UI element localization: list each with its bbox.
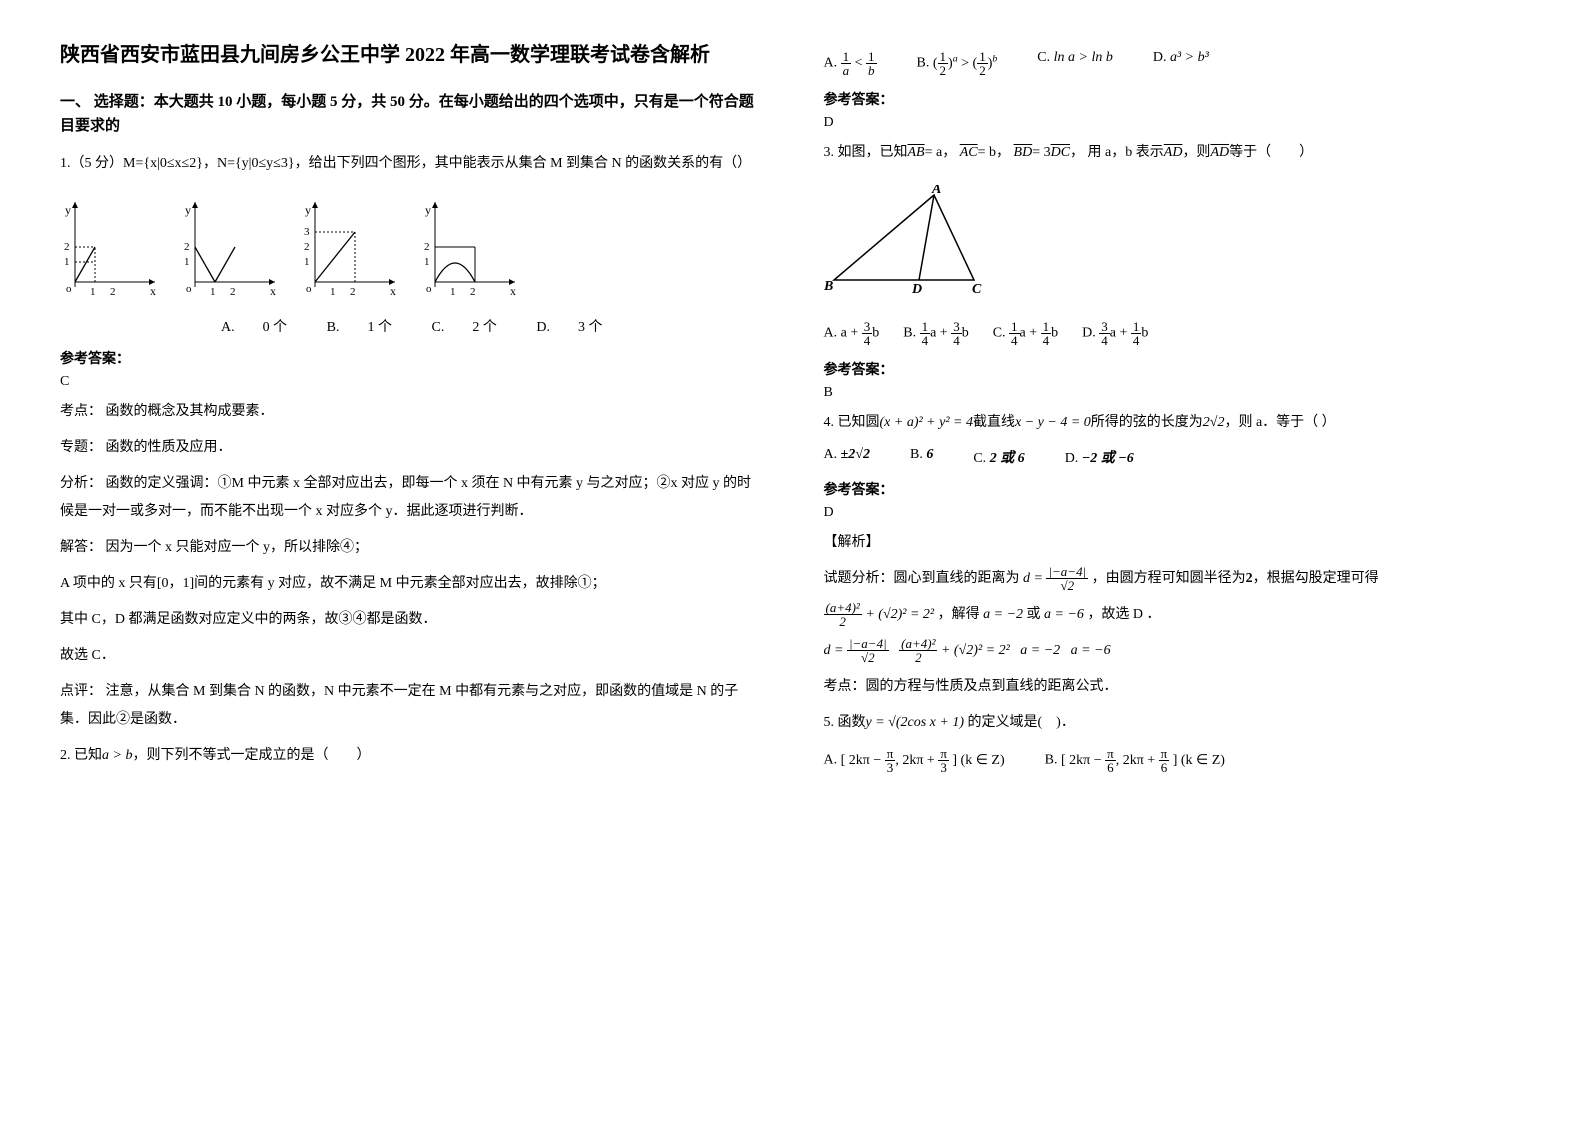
svg-text:y: y (65, 203, 71, 217)
q3-stem: 3. 如图，已知AB= a， AC= b， BD= 3DC， 用 a，b 表示A… (824, 139, 1528, 167)
q1-dianping: 点评： 注意，从集合 M 到集合 N 的函数，N 中元素不一定在 M 中都有元素… (60, 678, 764, 734)
q1-graph-2: y x 1 2 1 2 o (180, 192, 280, 302)
q1-answer-label: 参考答案： (60, 348, 764, 368)
q1-graph-3: y x 1 2 3 1 2 o (300, 192, 400, 302)
q3-answer-label: 参考答案： (824, 359, 1528, 379)
q1-opt-c: C. 2 个 (432, 320, 497, 335)
svg-text:x: x (390, 284, 396, 298)
q3-answer: B (824, 385, 1528, 401)
q1-fenxi: 分析： 函数的定义强调：①M 中元素 x 全部对应出去，即每一个 x 须在 N … (60, 470, 764, 526)
q5-stem: 5. 函数y = √(2cos x + 1) 的定义域是( )． (824, 709, 1528, 737)
svg-text:2: 2 (470, 286, 476, 298)
q1-stem: 1.（5 分）M={x|0≤x≤2}，N={y|0≤y≤3}，给出下列四个图形，… (60, 150, 764, 178)
svg-text:2: 2 (424, 241, 430, 253)
q2-opt-a: A. 1a < 1b (824, 50, 877, 77)
svg-text:1: 1 (90, 286, 96, 298)
svg-text:y: y (185, 203, 191, 217)
svg-text:x: x (270, 284, 276, 298)
q5-opt-a: A. [ 2kπ − π3, 2kπ + π3 ] (k ∈ Z) (824, 747, 1005, 774)
q2-answer-label: 参考答案： (824, 89, 1528, 109)
q4-answer-label: 参考答案： (824, 479, 1528, 499)
q4-eq2: d = |−a−4|√2 (a+4)²2 + (√2)² = 2² a = −2… (824, 637, 1528, 665)
svg-text:1: 1 (424, 256, 430, 268)
q3-opt-a: A. a + 34b (824, 320, 880, 347)
svg-text:C: C (972, 282, 982, 295)
q1-jieda-2: A 项中的 x 只有[0，1]间的元素有 y 对应，故不满足 M 中元素全部对应… (60, 570, 764, 598)
q3-opt-c: C. 14a + 14b (993, 320, 1058, 347)
q4-fenxi: 试题分析：圆心到直线的距离为 d = |−a−4|√2 ，由圆方程可知圆半径为2… (824, 565, 1528, 593)
svg-text:1: 1 (330, 286, 336, 298)
q1-opt-d: D. 3 个 (536, 320, 602, 335)
q3-options: A. a + 34b B. 14a + 34b C. 14a + 14b D. … (824, 320, 1528, 347)
svg-text:o: o (66, 283, 72, 295)
svg-text:o: o (306, 283, 312, 295)
svg-text:o: o (426, 283, 432, 295)
svg-text:2: 2 (304, 241, 310, 253)
svg-text:2: 2 (64, 241, 70, 253)
svg-text:x: x (150, 284, 156, 298)
q1-options: A. 0 个 B. 1 个 C. 2 个 D. 3 个 (60, 316, 764, 336)
svg-text:1: 1 (450, 286, 456, 298)
svg-text:1: 1 (64, 256, 70, 268)
svg-text:x: x (510, 284, 516, 298)
svg-text:A: A (931, 185, 941, 197)
q1-opt-a: A. 0 个 (221, 320, 287, 335)
q1-jieda-1: 解答： 因为一个 x 只能对应一个 y，所以排除④； (60, 534, 764, 562)
q2-opt-d: D. a³ > b³ (1153, 50, 1209, 77)
q1-zhuanti: 专题： 函数的性质及应用． (60, 434, 764, 462)
svg-text:1: 1 (184, 256, 190, 268)
q4-opt-c: C. 2 或 6 (973, 447, 1024, 467)
q2-opt-c: C. ln a > ln b (1037, 50, 1113, 77)
q1-kaodian: 考点： 函数的概念及其构成要素． (60, 398, 764, 426)
q1-graph-4: y x 1 2 1 2 o (420, 192, 520, 302)
svg-text:D: D (911, 282, 922, 295)
exam-title: 陕西省西安市蓝田县九间房乡公王中学 2022 年高一数学理联考试卷含解析 (60, 40, 764, 70)
q4-opt-d: D. −2 或 −6 (1065, 447, 1134, 467)
q1-opt-b: B. 1 个 (327, 320, 392, 335)
svg-text:1: 1 (210, 286, 216, 298)
svg-text:3: 3 (304, 226, 310, 238)
q2-answer: D (824, 115, 1528, 131)
q4-answer: D (824, 505, 1528, 521)
section-1-header: 一、 选择题：本大题共 10 小题，每小题 5 分，共 50 分。在每小题给出的… (60, 90, 764, 138)
q1-graph-1: y x 1 2 1 2 o (60, 192, 160, 302)
q3-opt-b: B. 14a + 34b (903, 320, 968, 347)
q4-eq1: (a+4)²2 + (√2)² = 2² ，解得 a = −2 或 a = −6… (824, 601, 1528, 629)
q2-stem: 2. 已知a > b，则下列不等式一定成立的是（ ） (60, 742, 764, 770)
q3-opt-d: D. 34a + 14b (1082, 320, 1148, 347)
q4-opt-b: B. 6 (910, 447, 933, 467)
q2-opt-b: B. (12)a > (12)b (917, 50, 998, 77)
q4-options: A. ±2√2 B. 6 C. 2 或 6 D. −2 或 −6 (824, 447, 1528, 467)
svg-text:B: B (824, 279, 833, 294)
svg-text:2: 2 (350, 286, 356, 298)
q4-kaodian: 考点：圆的方程与性质及点到直线的距离公式． (824, 673, 1528, 701)
q1-graphs: y x 1 2 1 2 o y x 1 2 1 2 o y x 1 2 3 (60, 192, 764, 302)
svg-text:2: 2 (184, 241, 190, 253)
q5-opt-b: B. [ 2kπ − π6, 2kπ + π6 ] (k ∈ Z) (1045, 747, 1225, 774)
q4-stem: 4. 已知圆(x + a)² + y² = 4截直线x − y − 4 = 0所… (824, 409, 1528, 437)
svg-text:2: 2 (230, 286, 236, 298)
q1-jieda-4: 故选 C． (60, 642, 764, 670)
svg-text:o: o (186, 283, 192, 295)
q5-options: A. [ 2kπ − π3, 2kπ + π3 ] (k ∈ Z) B. [ 2… (824, 747, 1528, 774)
q1-answer: C (60, 374, 764, 390)
svg-text:2: 2 (110, 286, 116, 298)
q2-options: A. 1a < 1b B. (12)a > (12)b C. ln a > ln… (824, 50, 1528, 77)
q3-triangle: A B D C (824, 185, 1004, 295)
svg-text:1: 1 (304, 256, 310, 268)
q4-opt-a: A. ±2√2 (824, 447, 871, 467)
svg-text:y: y (425, 203, 431, 217)
svg-text:y: y (305, 203, 311, 217)
q4-jiexi-label: 【解析】 (824, 529, 1528, 557)
q1-jieda-3: 其中 C，D 都满足函数对应定义中的两条，故③④都是函数． (60, 606, 764, 634)
